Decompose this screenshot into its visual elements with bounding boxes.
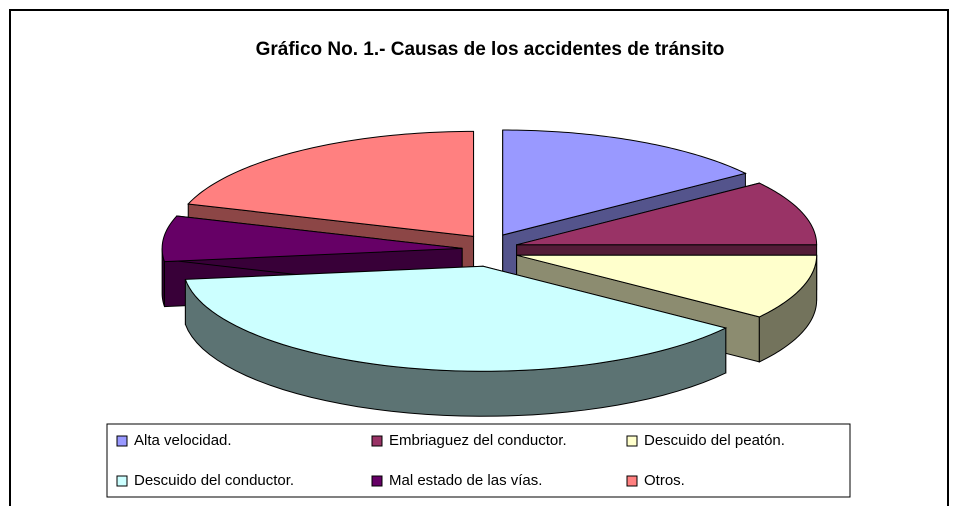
legend: Alta velocidad. Embriaguez del conductor.… (116, 432, 785, 489)
legend-label: Alta velocidad. (134, 432, 232, 449)
legend-swatch (626, 475, 638, 487)
chart-frame (9, 9, 949, 506)
legend-swatch (116, 475, 128, 487)
slice-top (502, 129, 747, 236)
legend-swatch (626, 435, 638, 447)
legend-label: Otros. (644, 472, 685, 489)
chart-title: Gráfico No. 1.- Causas de los accidentes… (256, 39, 725, 60)
slice-top (187, 130, 475, 237)
slice-top (516, 182, 818, 246)
legend-swatch (371, 435, 383, 447)
slice-top (161, 215, 463, 263)
slice-top (516, 254, 818, 318)
legend-label: Descuido del conductor. (134, 472, 294, 489)
legend-swatch (371, 475, 383, 487)
legend-label: Mal estado de las vías. (389, 472, 542, 489)
legend-label: Embriaguez del conductor. (389, 432, 567, 449)
slice-top (184, 265, 728, 372)
legend-swatch (116, 435, 128, 447)
pie (161, 129, 818, 417)
legend-label: Descuido del peatón. (644, 432, 785, 449)
pie-slice (184, 265, 728, 417)
legend-box (106, 423, 851, 498)
